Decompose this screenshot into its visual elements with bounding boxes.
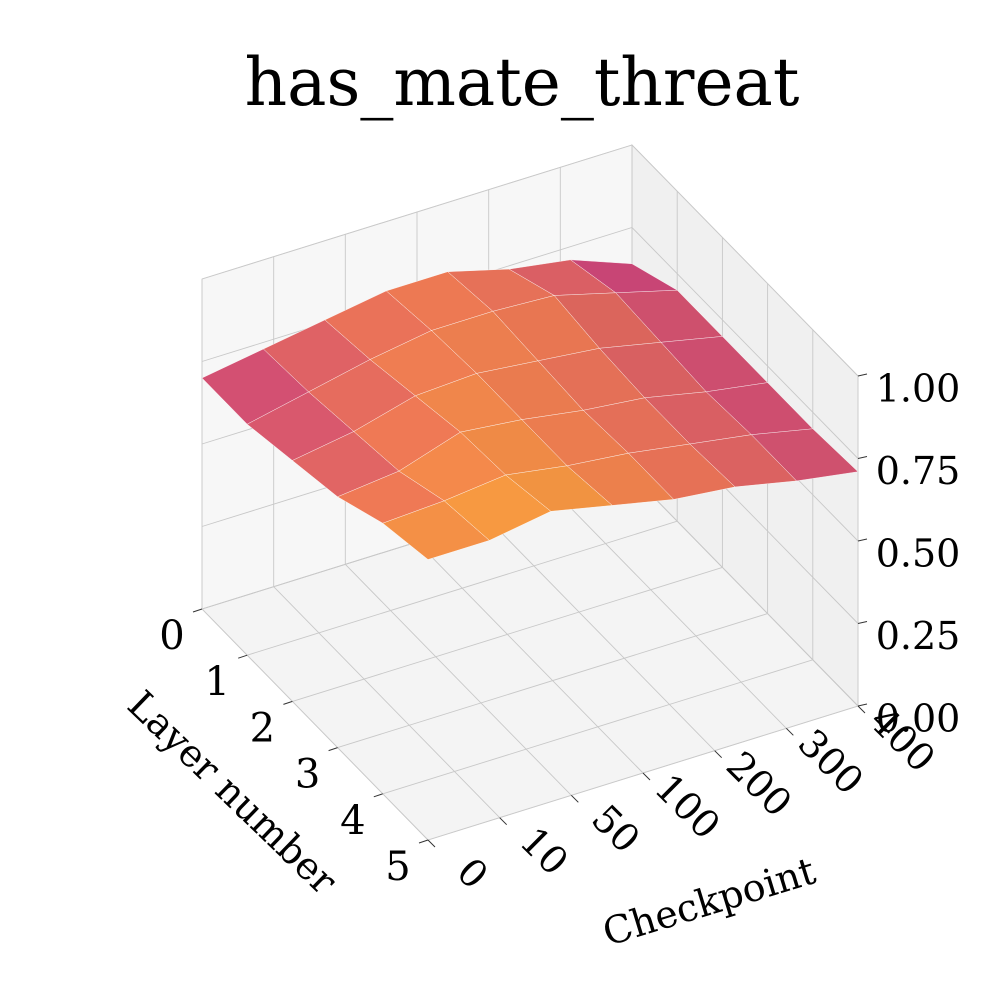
checkpoint-tick-label: 0 — [448, 849, 496, 897]
z-tick — [857, 703, 868, 707]
layer-tick-label: 2 — [250, 705, 275, 751]
checkpoint-tick — [785, 727, 794, 736]
checkpoint-tick-label: 300 — [790, 721, 872, 803]
chart-title: has_mate_threat — [245, 44, 800, 121]
layer-tick — [283, 700, 293, 705]
z-tick-label: 0.25 — [876, 614, 961, 658]
checkpoint-tick — [642, 772, 651, 781]
layer-tick — [328, 747, 338, 752]
z-tick-label: 0.75 — [876, 449, 961, 493]
checkpoint-tick — [499, 817, 508, 826]
checkpoint-tick — [857, 705, 866, 714]
surface-cell — [750, 428, 859, 482]
z-tick — [857, 621, 868, 624]
z-tick-label: 0.00 — [876, 697, 961, 741]
gridline-z — [201, 144, 859, 377]
layer-tick-label: 4 — [340, 798, 365, 844]
checkpoint-tick — [570, 794, 579, 803]
layer-tick — [418, 839, 429, 844]
layer-tick-label: 3 — [295, 752, 320, 798]
checkpoint-tick — [714, 750, 723, 759]
layer-tick-label: 1 — [204, 659, 229, 705]
layer-tick — [373, 793, 383, 798]
layer-tick-label: 5 — [385, 844, 410, 890]
surface-mesh — [201, 259, 859, 560]
layer-tick — [238, 654, 248, 659]
checkpoint-tick — [427, 839, 436, 848]
z-tick-label: 0.50 — [876, 532, 961, 576]
z-tick — [857, 373, 868, 377]
z-tick — [857, 538, 868, 542]
checkpoint-tick-label: 100 — [646, 765, 728, 847]
x-axis-label: Checkpoint — [598, 849, 821, 955]
checkpoint-tick-label: 10 — [511, 819, 576, 884]
checkpoint-tick-label: 50 — [583, 796, 648, 861]
layer-tick — [192, 608, 203, 613]
z-tick — [857, 456, 868, 459]
z-tick-label: 1.00 — [876, 367, 961, 411]
layer-tick-label: 0 — [159, 613, 184, 659]
checkpoint-tick-label: 200 — [718, 743, 800, 825]
